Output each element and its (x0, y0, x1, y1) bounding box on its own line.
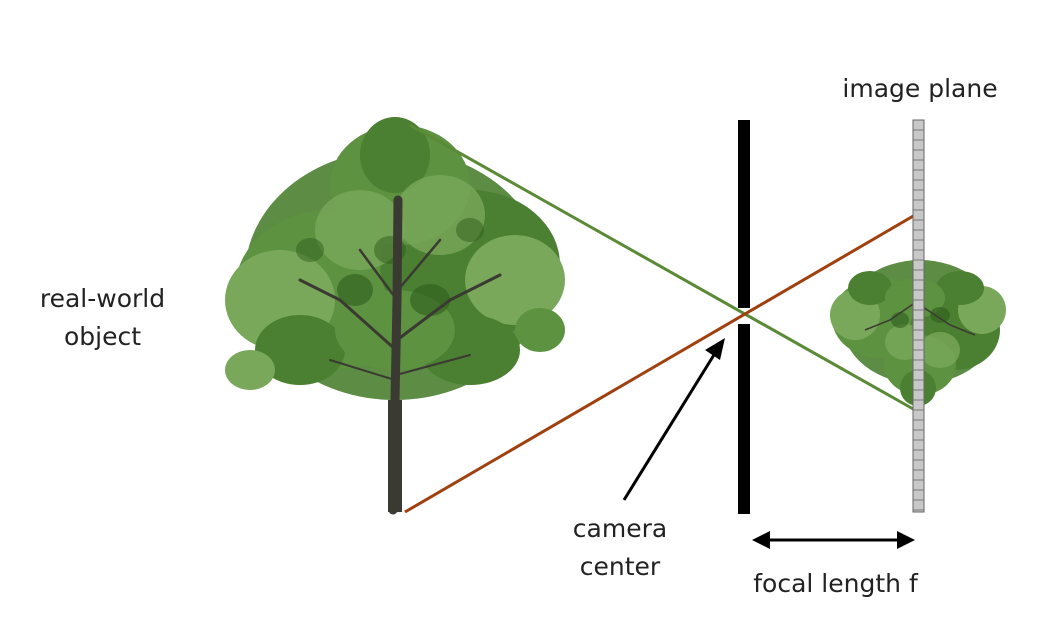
object-label-line2: object (63, 322, 142, 351)
camera-label-line2: center (579, 552, 661, 581)
real-world-object-label: real-world object (30, 280, 175, 356)
barrier-upper (738, 120, 750, 308)
tree-foliage (225, 117, 565, 400)
focal-length-label: focal length f (753, 569, 918, 598)
camera-center-pointer-arrow (622, 338, 725, 501)
top-ray-line (409, 123, 916, 412)
bottom-ray-line (404, 213, 916, 514)
camera-label-line1: camera (572, 514, 668, 543)
barrier-lower (738, 324, 750, 514)
trunk-base (388, 400, 402, 512)
image-plane-strip (912, 119, 925, 513)
image-plane-label: image plane (842, 74, 998, 103)
focal-length-arrow (752, 531, 915, 549)
camera-center-label: camera center (560, 510, 680, 586)
tree-icon (225, 117, 565, 515)
object-label-line1: real-world (39, 284, 166, 313)
